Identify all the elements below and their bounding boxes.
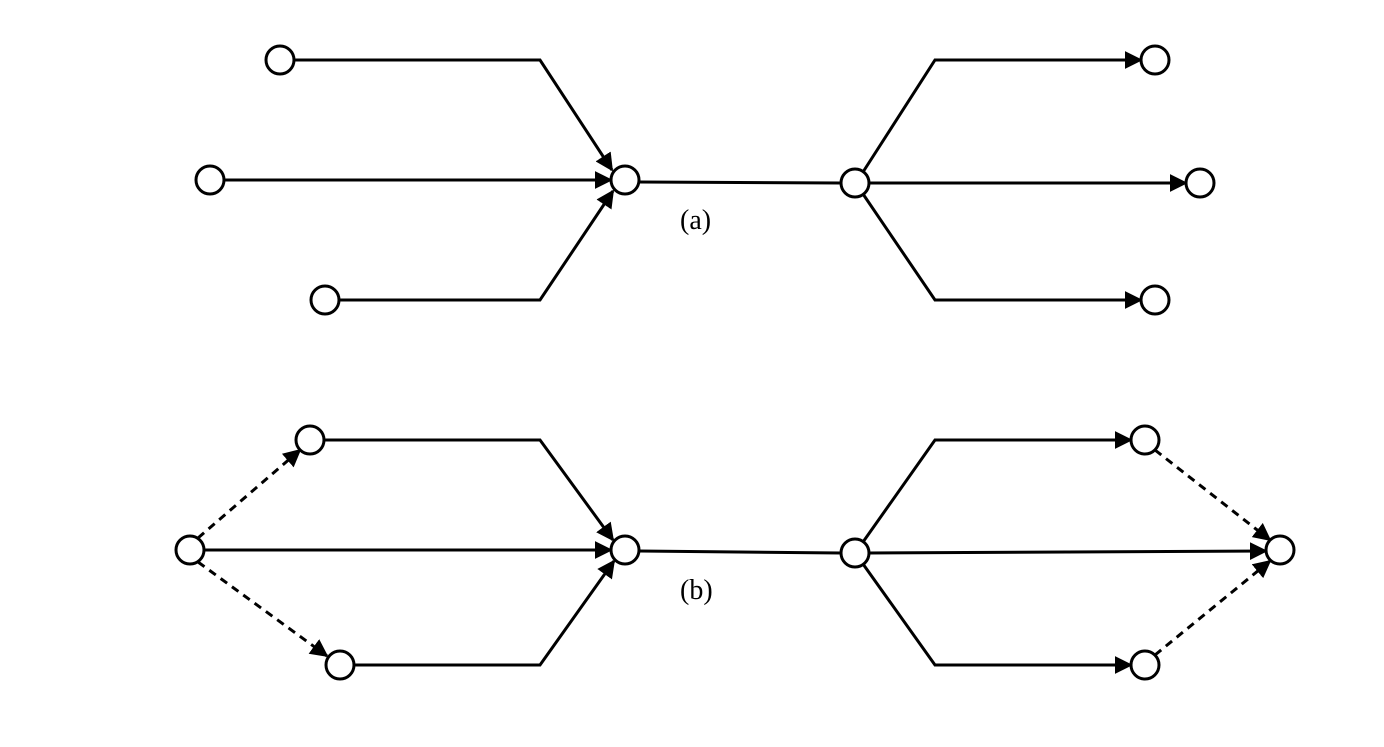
diagram-canvas [0, 0, 1384, 747]
edge [324, 440, 613, 540]
label-b: (b) [680, 575, 713, 607]
edge [339, 191, 613, 300]
node-bR1 [1131, 426, 1159, 454]
node-bR0 [1266, 536, 1294, 564]
edge [863, 564, 1131, 665]
node-aR2 [1186, 169, 1214, 197]
node-bM1 [611, 536, 639, 564]
label-a: (a) [680, 205, 711, 237]
node-aR3 [1141, 286, 1169, 314]
edge [639, 182, 841, 183]
node-bL3 [326, 651, 354, 679]
edge [198, 562, 327, 656]
edge [863, 440, 1131, 542]
edge [639, 551, 841, 553]
node-bL1 [296, 426, 324, 454]
edge [863, 60, 1141, 172]
node-bM2 [841, 539, 869, 567]
node-aR1 [1141, 46, 1169, 74]
edge [863, 194, 1141, 300]
node-aM1 [611, 166, 639, 194]
edge [1155, 561, 1270, 655]
node-bR3 [1131, 651, 1159, 679]
edge [1155, 450, 1270, 540]
node-aL2 [196, 166, 224, 194]
node-bL0 [176, 536, 204, 564]
edge [869, 551, 1266, 553]
node-aM2 [841, 169, 869, 197]
edge [354, 561, 614, 665]
edge [294, 60, 612, 170]
node-aL1 [266, 46, 294, 74]
edge [198, 450, 300, 538]
node-aL3 [311, 286, 339, 314]
